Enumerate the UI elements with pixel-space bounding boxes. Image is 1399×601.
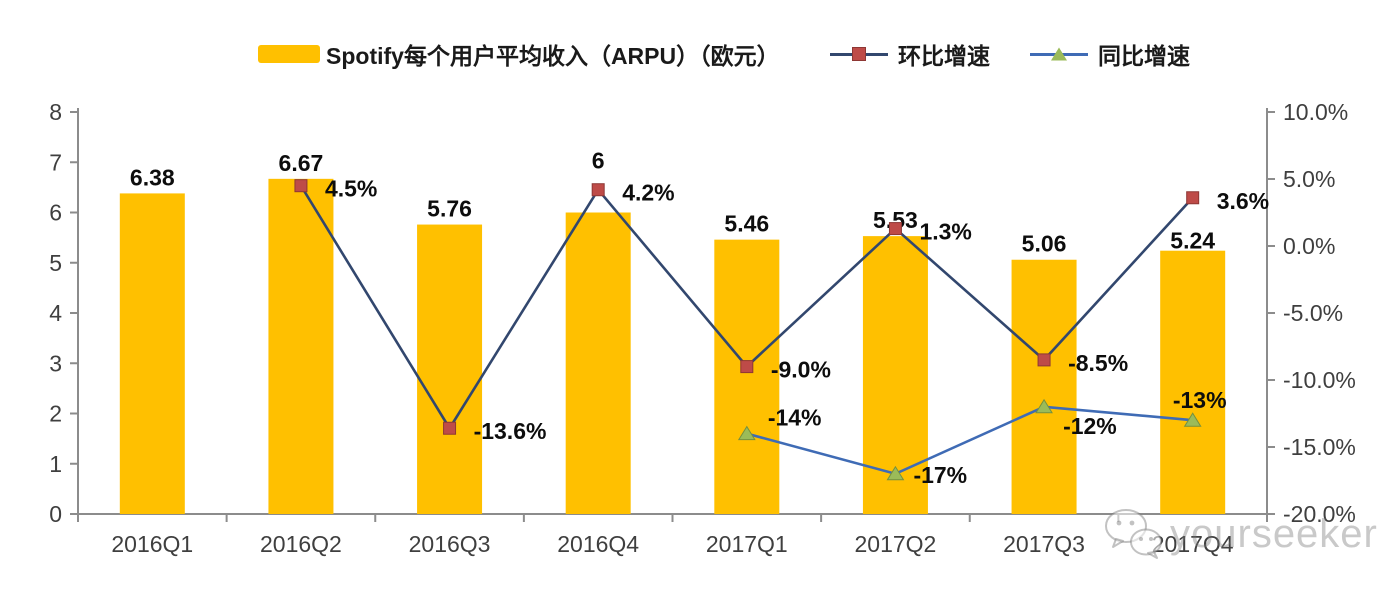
y-right-tick-label: 0.0% <box>1283 233 1335 259</box>
legend-item-qoq: 环比增速 <box>830 36 990 72</box>
point-value-label: 4.5% <box>325 176 377 202</box>
bar-value-label: 6.38 <box>130 164 175 190</box>
bar-2016Q3 <box>417 224 483 514</box>
bar-series-swatch <box>258 45 320 63</box>
legend-item-arpu: Spotify每个用户平均收入（ARPU）（欧元） <box>258 36 780 72</box>
x-axis-label: 2017Q4 <box>1152 531 1234 557</box>
y-left-tick-label: 7 <box>49 149 62 175</box>
bar-2016Q4 <box>565 212 631 514</box>
y-left-tick-label: 3 <box>49 350 62 376</box>
x-axis-label: 2016Q3 <box>409 531 491 557</box>
yoy-line <box>746 405 1193 476</box>
y-left-tick-label: 8 <box>49 99 62 125</box>
point-value-label: 3.6% <box>1217 188 1269 214</box>
legend-label-qoq: 环比增速 <box>898 43 990 69</box>
yoy-marker-2017Q4 <box>1183 412 1202 427</box>
bar-value-label: 5.46 <box>724 211 769 237</box>
point-value-label: 4.2% <box>622 180 674 206</box>
y-right-tick-label: -20.0% <box>1283 501 1356 527</box>
qoq-marker-2017Q4 <box>1186 191 1200 205</box>
bar-2017Q1 <box>714 239 780 514</box>
y-right-tick-label: -10.0% <box>1283 367 1356 393</box>
bar-value-label: 5.24 <box>1170 228 1215 254</box>
qoq-marker-2017Q3 <box>1037 353 1051 367</box>
point-value-label: -17% <box>913 462 967 488</box>
bar-value-label: 6 <box>592 148 605 174</box>
point-value-label: -9.0% <box>771 357 831 383</box>
bar-2017Q3 <box>1011 259 1077 514</box>
x-axis-label: 2017Q3 <box>1003 531 1085 557</box>
qoq-line-sample <box>830 47 888 61</box>
square-marker-icon <box>852 47 866 61</box>
bar-2017Q4 <box>1160 250 1226 514</box>
point-value-label: -13% <box>1173 387 1227 413</box>
qoq-marker-2016Q4 <box>591 183 605 197</box>
qoq-marker-2017Q2 <box>888 222 902 236</box>
y-right-tick-label: 10.0% <box>1283 99 1348 125</box>
bar-value-label: 5.76 <box>427 196 472 222</box>
point-value-label: -12% <box>1063 413 1117 439</box>
yoy-marker-2017Q1 <box>737 425 756 441</box>
legend-label-arpu: Spotify每个用户平均收入（ARPU）（欧元） <box>326 43 780 69</box>
qoq-marker-2016Q2 <box>294 179 308 193</box>
x-axis-label: 2017Q2 <box>855 531 937 557</box>
yoy-line-sample <box>1030 47 1088 61</box>
y-left-tick-label: 5 <box>49 250 62 276</box>
y-left-tick-label: 1 <box>49 451 62 477</box>
x-axis-label: 2016Q4 <box>557 531 639 557</box>
y-left-tick-label: 0 <box>49 501 62 527</box>
y-left-tick-label: 6 <box>49 200 62 226</box>
bar-2016Q2 <box>268 178 334 514</box>
point-value-label: -8.5% <box>1068 350 1128 376</box>
y-right-tick-label: -5.0% <box>1283 300 1343 326</box>
point-value-label: -13.6% <box>474 418 547 444</box>
point-value-label: -14% <box>768 405 822 431</box>
bar-value-label: 5.06 <box>1022 231 1067 257</box>
qoq-marker-2016Q3 <box>443 421 457 435</box>
y-left-tick-label: 2 <box>49 401 62 427</box>
x-axis-label: 2017Q1 <box>706 531 788 557</box>
yoy-marker-2017Q2 <box>886 465 905 481</box>
bar-value-label: 6.67 <box>279 150 324 176</box>
qoq-marker-2017Q1 <box>740 360 754 374</box>
bar-2016Q1 <box>119 193 185 514</box>
point-value-label: 1.3% <box>919 219 971 245</box>
y-right-tick-label: 5.0% <box>1283 166 1335 192</box>
y-left-tick-label: 4 <box>49 300 62 326</box>
x-axis-label: 2016Q1 <box>111 531 193 557</box>
x-axis-label: 2016Q2 <box>260 531 342 557</box>
y-right-tick-label: -15.0% <box>1283 434 1356 460</box>
legend-item-yoy: 同比增速 <box>1030 36 1190 72</box>
legend-label-yoy: 同比增速 <box>1098 43 1190 69</box>
yoy-marker-2017Q3 <box>1035 398 1053 414</box>
triangle-marker-icon <box>1051 47 1067 61</box>
